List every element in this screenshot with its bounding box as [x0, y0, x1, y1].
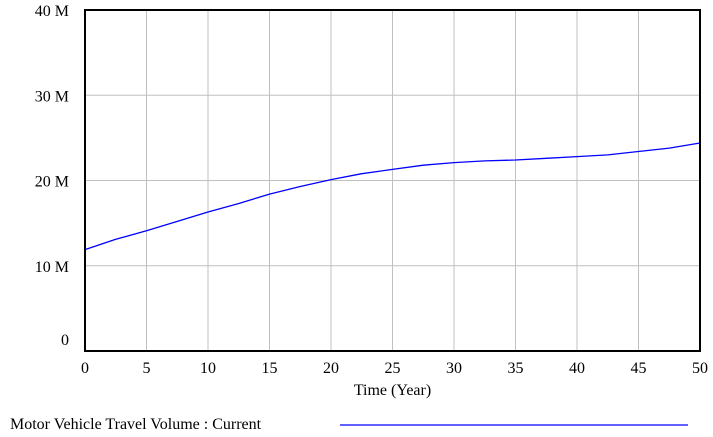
- x-axis-title: Time (Year): [354, 382, 431, 399]
- y-tick-label: 30 M: [35, 88, 69, 105]
- x-tick-label: 25: [385, 360, 401, 377]
- y-tick-label: 10 M: [35, 259, 69, 276]
- series-layer: [84, 142, 701, 251]
- x-axis-ticks: 0 5 10 15 20 25 30 35 40 45 50: [81, 360, 708, 377]
- x-tick-label: 15: [262, 360, 278, 377]
- series-line: [84, 142, 701, 251]
- x-tick-label: 30: [446, 360, 462, 377]
- legend-label: Motor Vehicle Travel Volume : Current: [10, 416, 262, 433]
- x-tick-label: 50: [692, 360, 708, 377]
- x-tick-label: 5: [143, 360, 151, 377]
- x-tick-label: 35: [508, 360, 524, 377]
- legend: Motor Vehicle Travel Volume : Current: [10, 416, 688, 433]
- y-tick-label: 20 M: [35, 174, 69, 191]
- y-tick-label: 40 M: [35, 3, 69, 20]
- x-tick-label: 20: [323, 360, 339, 377]
- x-tick-label: 45: [631, 360, 647, 377]
- x-tick-label: 40: [569, 360, 585, 377]
- plot-frame: [84, 9, 701, 352]
- grid: [85, 10, 700, 351]
- x-tick-label: 10: [200, 360, 216, 377]
- x-tick-label: 0: [81, 360, 89, 377]
- y-axis-ticks: 0 10 M 20 M 30 M 40 M: [35, 3, 69, 349]
- y-tick-label: 0: [61, 332, 69, 349]
